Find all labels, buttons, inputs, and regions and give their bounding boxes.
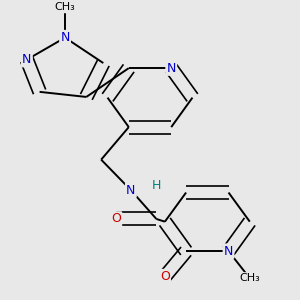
Text: N: N — [126, 184, 136, 197]
Text: N: N — [22, 53, 32, 66]
Text: CH₃: CH₃ — [239, 273, 260, 283]
Text: O: O — [160, 270, 170, 283]
Text: N: N — [224, 245, 233, 258]
Text: N: N — [167, 61, 176, 75]
Text: O: O — [111, 212, 121, 226]
Text: H: H — [152, 178, 161, 192]
Text: CH₃: CH₃ — [55, 2, 76, 12]
Text: N: N — [60, 31, 70, 44]
